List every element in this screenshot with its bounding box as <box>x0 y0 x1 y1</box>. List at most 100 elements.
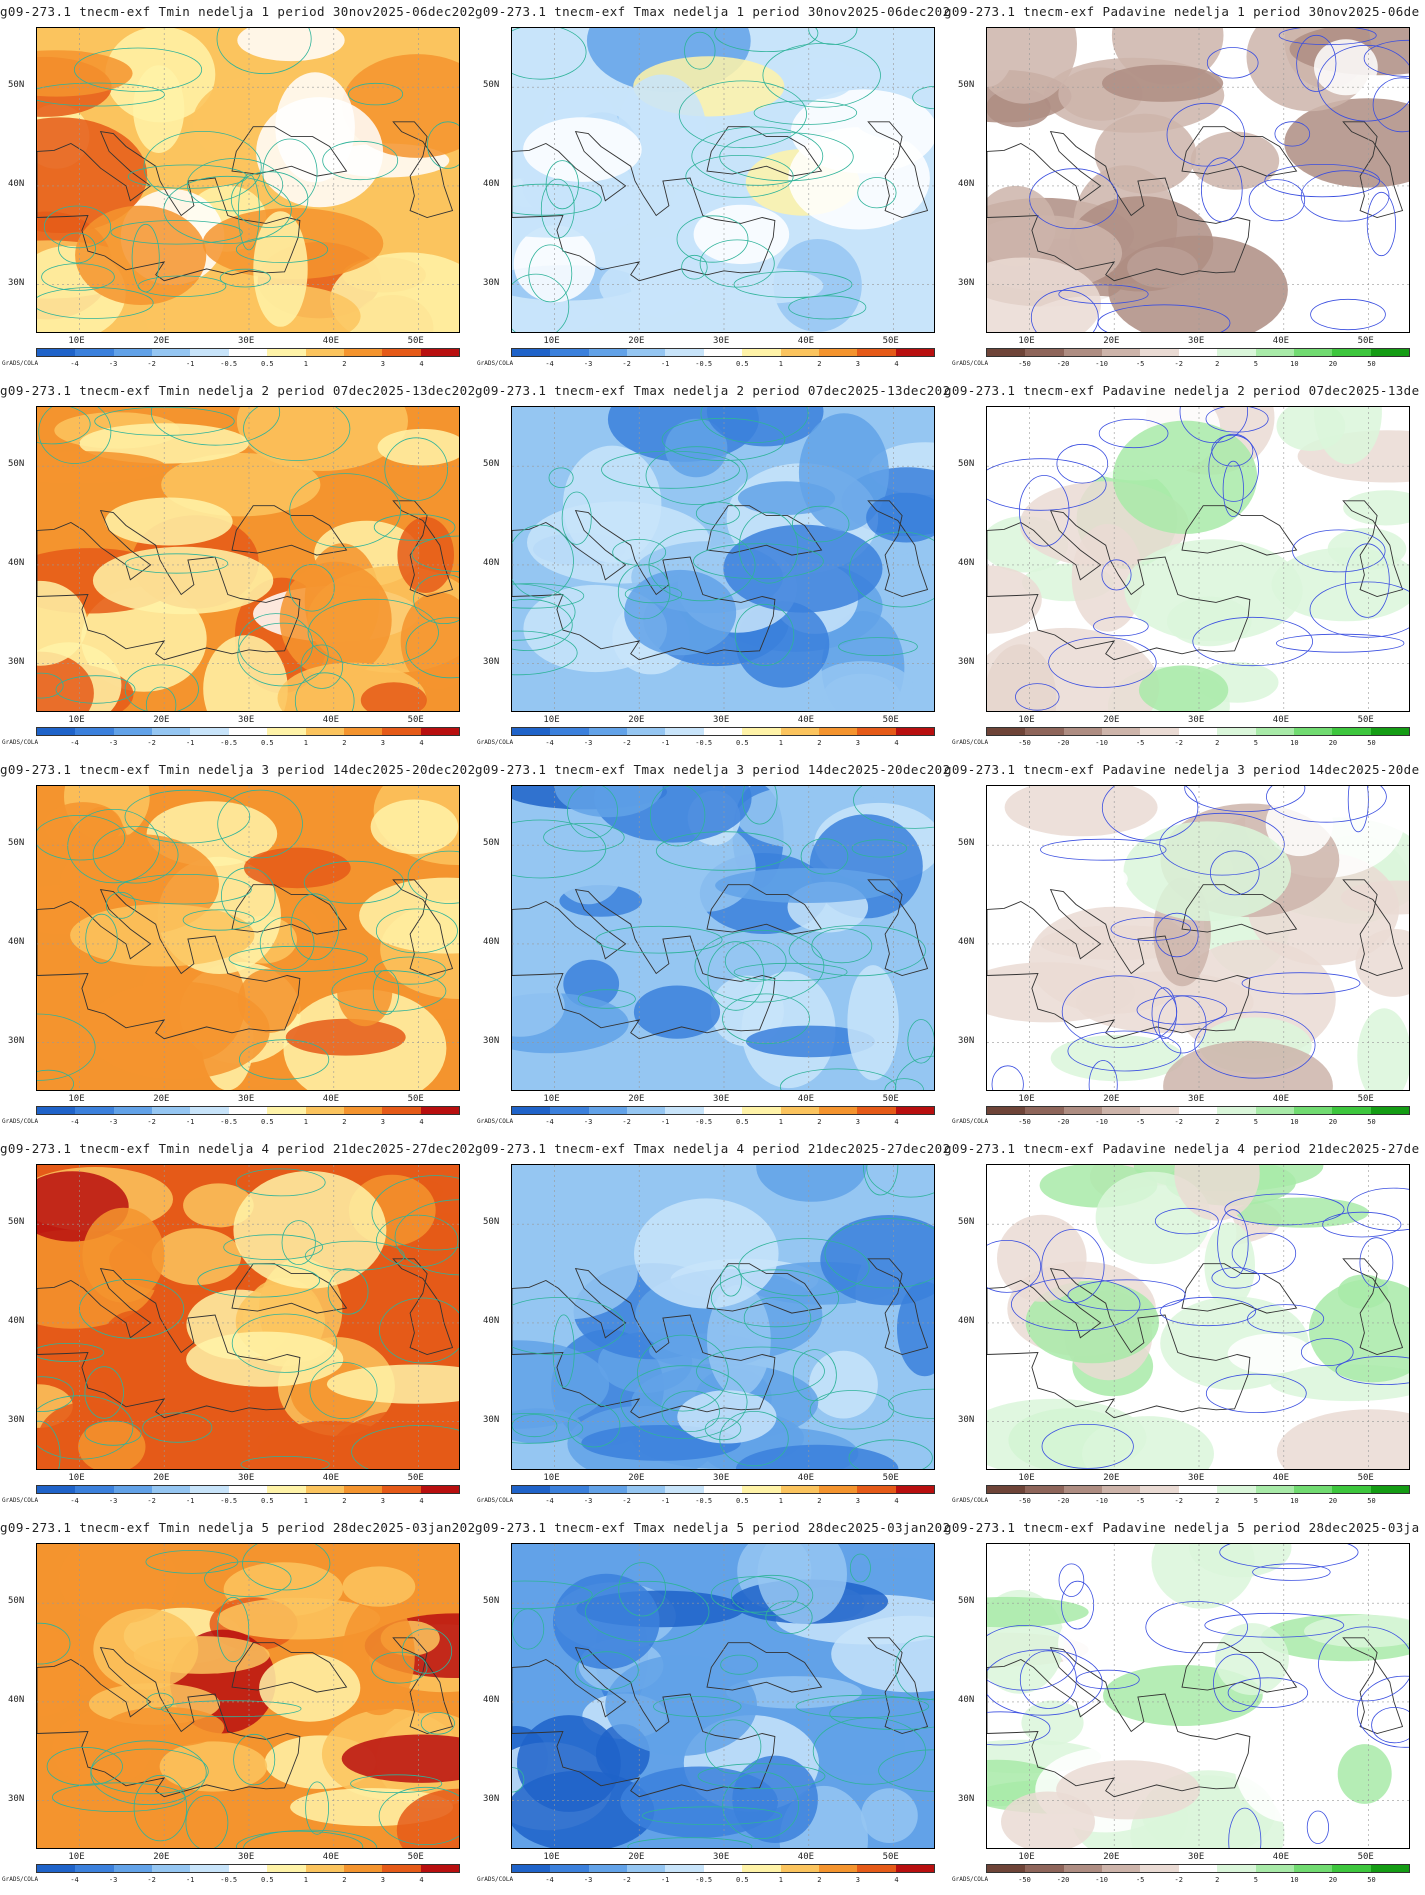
latitude-label: 40N <box>483 1694 500 1705</box>
colorbar-tick-label: -10 <box>1095 1497 1108 1505</box>
contour-line <box>1192 616 1314 667</box>
colorbar-swatch <box>113 1865 153 1872</box>
colorbar-swatch <box>665 1107 704 1114</box>
anomaly-shading <box>96 1310 170 1404</box>
anomaly-shading <box>706 407 824 447</box>
colorbar-tick-label: 20 <box>1328 1497 1338 1505</box>
map-panel-tmax-week-5: g09-273.1 tnecm-exf Tmax nedelja 5 perio… <box>475 1516 950 1895</box>
coastline <box>1181 884 1298 935</box>
latitude-label: 50N <box>8 80 25 91</box>
colorbar-swatch <box>1102 728 1141 735</box>
contour-line <box>216 28 312 75</box>
anomaly-shading <box>552 826 624 905</box>
colorbar-swatch <box>113 728 153 735</box>
contour-layer <box>987 407 1409 711</box>
anomaly-shading <box>359 877 459 954</box>
colorbar-tick-label: 20 <box>1328 1118 1338 1126</box>
colorbar-swatch <box>1025 1486 1064 1493</box>
contour-line <box>849 531 934 608</box>
contour-line <box>1159 812 1285 876</box>
colorbar-tick-label: -4 <box>545 1876 554 1884</box>
contour-line <box>1227 1677 1309 1709</box>
colorbar-swatch <box>190 1486 229 1493</box>
colorbar-swatch <box>1293 728 1333 735</box>
colorbar-tick-label: -50 <box>1018 739 1031 747</box>
contour-line <box>1219 1544 1359 1569</box>
contour-line <box>1205 1373 1307 1413</box>
colorbar-swatch <box>228 728 268 735</box>
coastline <box>512 889 776 1040</box>
contour-line <box>38 407 112 464</box>
contour-line <box>849 1553 871 1583</box>
contour-line <box>1041 1423 1134 1469</box>
map-frame <box>36 785 460 1091</box>
contour-line <box>305 1781 330 1835</box>
colorbar-tick-label: -4 <box>545 739 554 747</box>
colorbar-swatch <box>113 349 153 356</box>
colorbar-tick-label: -2 <box>622 739 631 747</box>
colorbar <box>36 1485 460 1494</box>
anomaly-shading <box>78 1420 146 1469</box>
colorbar-swatch <box>895 728 934 735</box>
colorbar-swatch <box>343 1107 383 1114</box>
contour-line <box>1211 1267 1261 1289</box>
contour-line <box>84 1420 142 1446</box>
anomaly-shading <box>512 1165 647 1255</box>
colorbar-tick-label: -20 <box>1056 1876 1070 1884</box>
colorbar <box>986 1485 1410 1494</box>
contour-line <box>512 1580 593 1609</box>
coastline <box>231 505 348 556</box>
longitude-label: 30E <box>1188 1852 1205 1862</box>
contour-line <box>681 254 708 280</box>
map-frame <box>511 27 935 333</box>
anomaly-shading <box>897 1281 934 1377</box>
contour-line <box>853 786 934 829</box>
anomaly-shading <box>151 1228 242 1286</box>
colorbar-swatch <box>305 1865 344 1872</box>
colorbar-tick-label: -0.5 <box>695 739 713 747</box>
anomaly-shading <box>161 453 321 517</box>
panel-title: g09-273.1 tnecm-exf Tmin nedelja 2 perio… <box>0 383 475 398</box>
contour-line <box>620 1365 748 1439</box>
colorbar-tick-label: 2 <box>1215 1497 1220 1505</box>
map-frame <box>986 1543 1410 1849</box>
colorbar-swatch <box>1178 728 1218 735</box>
colorbar-swatch <box>1063 349 1103 356</box>
anomaly-shading <box>37 1627 85 1717</box>
anomaly-shading <box>326 1364 459 1404</box>
coastline <box>231 1642 348 1693</box>
colorbar-tick-label: -0.5 <box>695 360 713 368</box>
colorbar-tick-label: -10 <box>1095 360 1108 368</box>
anomaly-shading <box>159 1741 268 1792</box>
colorbar-swatch <box>75 728 114 735</box>
contour-line <box>714 28 819 52</box>
contour-line <box>150 407 281 446</box>
colorbar-tick-label: 20 <box>1328 739 1338 747</box>
latitude-label: 30N <box>483 1793 500 1804</box>
longitude-label: 10E <box>68 1094 85 1104</box>
coastline <box>987 889 1251 1040</box>
anomaly-shading <box>37 651 94 711</box>
contour-line <box>809 1390 895 1430</box>
colorbar-tick-label: -0.5 <box>695 1497 713 1505</box>
colorbar-swatch <box>818 1486 858 1493</box>
colorbar-swatch <box>665 1865 704 1872</box>
colorbar-tick-label: -3 <box>583 1876 593 1884</box>
contour-line <box>722 993 810 1045</box>
contour-line <box>182 909 255 931</box>
map-panel-tmin-week-3: g09-273.1 tnecm-exf Tmin nedelja 3 perio… <box>0 758 475 1137</box>
latitude-label: 40N <box>483 936 500 947</box>
contour-line <box>219 268 271 288</box>
latitude-label: 50N <box>8 1217 25 1228</box>
map-frame <box>511 785 935 1091</box>
anomaly-shading <box>987 627 1160 711</box>
anomaly-shading <box>726 1676 862 1709</box>
anomaly-shading <box>1112 420 1258 534</box>
colorbar-tick-label: -0.5 <box>695 1876 713 1884</box>
colorbar-tick-label: -2 <box>622 1876 631 1884</box>
colorbar-tick-label: -20 <box>1056 1497 1070 1505</box>
colorbar-swatch <box>857 1107 896 1114</box>
anomaly-shading <box>1189 1544 1292 1578</box>
colorbar-swatch <box>627 349 666 356</box>
colorbar-tick-label: 0.5 <box>260 739 274 747</box>
